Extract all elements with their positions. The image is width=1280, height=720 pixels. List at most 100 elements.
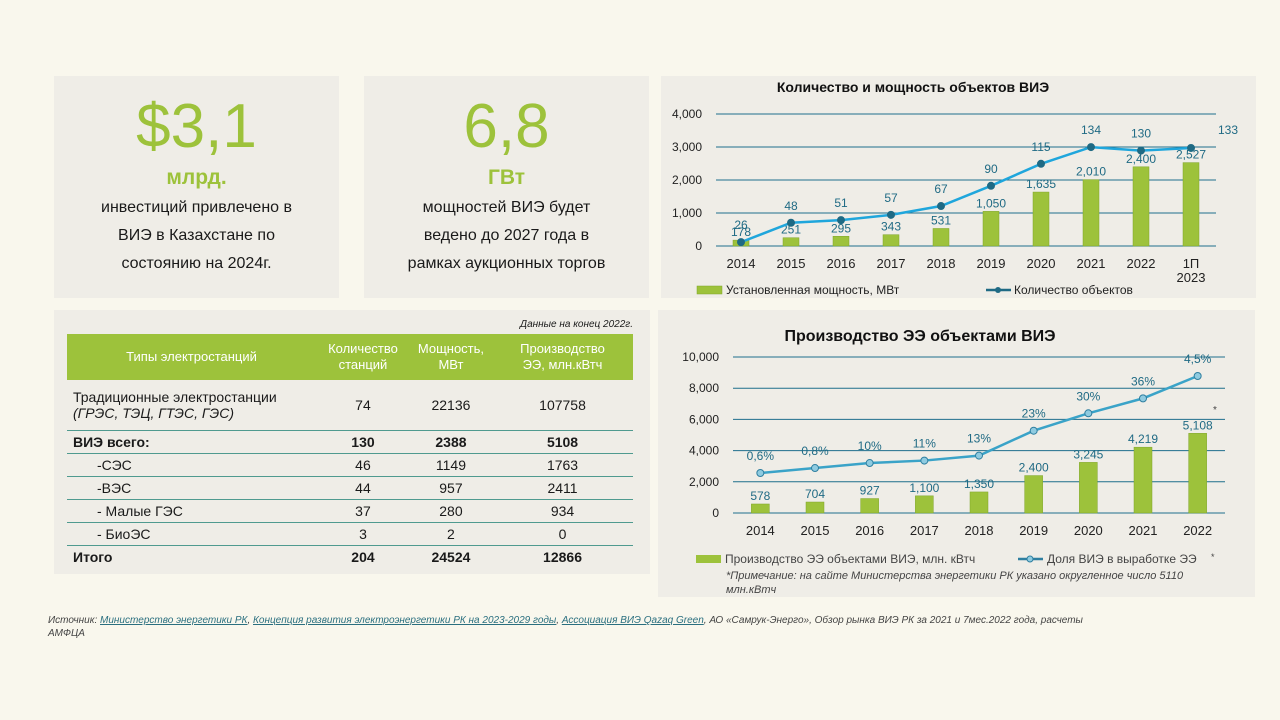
table-cell: 46 [316,453,410,477]
y-tick-label: 0 [712,506,719,520]
x-tick-label: 2016 [855,523,884,538]
bar-value-label: 3,245 [1073,447,1103,461]
line-value-label: 115 [1031,140,1050,154]
table-cell-name-main: Традиционные электростанции [73,389,277,405]
source-link-concept[interactable]: Концепция развития электроэнергетики РК … [253,615,557,626]
line-point [756,469,765,477]
line-point [1137,146,1145,155]
line-point [837,216,845,225]
table-cell-name: -СЭС [67,453,317,477]
line-value-label: 36% [1131,374,1155,388]
table-cell-name: Итого [73,549,113,565]
line-series [740,145,1192,244]
kpi-capacity-desc-line: мощностей ВИЭ будет [422,199,591,216]
table-header-cell: Мощность, МВт [409,334,493,380]
line-point [975,451,983,460]
table-cell: 3 [316,522,410,546]
bar-value-label: 343 [881,220,901,234]
table-cell: 280 [409,499,493,523]
kpi-investment-panel: $3,1 млрд. инвестиций привлечено в ВИЭ в… [54,76,339,298]
table-cell: 2411 [492,476,633,500]
legend-bar-label: Производство ЭЭ объектами ВИЭ, млн. кВтч [725,552,975,566]
line-value-label: 48 [784,199,798,213]
bar-value-label: 178 [731,225,751,239]
bar-value-label: 1,100 [909,481,939,495]
line-value-label: 30% [1076,389,1100,403]
x-tick-label: 2021 [1077,256,1106,271]
legend-line-label: Количество объектов [1014,283,1133,297]
bar [782,237,800,247]
x-tick-label: 2022 [1127,256,1156,271]
bar-value-label: 4,219 [1128,432,1158,446]
table-cell: 204 [351,549,375,565]
line-value-label: 4,5% [1184,352,1212,366]
kpi-investment-desc-line: инвестиций привлечено в [101,199,292,216]
line-point [787,218,795,227]
table-cell-name: -ВЭС [67,476,317,500]
line-point [811,464,819,473]
bar [915,495,934,514]
table-cell: 2 [409,522,493,546]
source-rest: , АО «Самрук-Энерго», Обзор рынка ВИЭ РК… [48,615,1083,639]
kpi-capacity-unit: ГВт [487,166,526,189]
table-row: - Малые ГЭС 37 280 934 [67,499,633,523]
line-point [920,456,929,465]
table-cell: 1763 [492,453,633,477]
y-tick-label: 1,000 [672,206,702,220]
table-cell-name: - БиоЭС [67,522,317,546]
bar-value-label: 2,527 [1176,148,1206,162]
line-point [887,210,895,219]
y-tick-label: 2,000 [689,475,719,489]
table-cell: 1149 [409,453,493,477]
table-cell: 2388 [409,430,493,454]
table-cell-name-sub: (ГРЭС, ТЭЦ, ГТЭС, ГЭС) [73,405,234,421]
x-tick-label: 2022 [1183,523,1212,538]
bar [1032,191,1050,247]
table-cell-name: Традиционные электростанции (ГРЭС, ТЭЦ, … [67,380,317,431]
legend-star: * [1211,552,1215,562]
line-point [1139,394,1147,403]
x-tick-label: 2017 [910,523,939,538]
x-tick-label: 1П [1183,256,1200,271]
table-cell: 0 [492,522,633,546]
source-separator: , [556,615,562,626]
table-row: -СЭС 46 1149 1763 [67,453,633,477]
chart-footnote: млн.кВтч [726,584,777,596]
kpi-capacity-panel: 6,8 ГВт мощностей ВИЭ будет ведено до 20… [364,76,649,298]
capacity-chart-panel [661,76,1256,298]
y-tick-label: 8,000 [689,381,719,395]
table-row: Итого 204 24524 12866 [67,546,633,569]
table-header-cell: Количество станций [316,334,410,380]
power-plants-table: Типы электростанций Количество станций М… [67,334,633,568]
table-row: Традиционные электростанции (ГРЭС, ТЭЦ, … [67,380,633,431]
chart-title: Производство ЭЭ объектами ВИЭ [784,328,1055,345]
bar-value-label: 2,400 [1126,152,1156,166]
legend-bar-swatch [696,555,721,563]
bar [1082,179,1100,247]
bar-value-label: 251 [781,223,801,237]
line-value-label: 57 [884,191,898,205]
table-cell: 24524 [431,549,471,565]
table-cell-name: - Малые ГЭС [67,499,317,523]
table-cell: 22136 [409,380,493,431]
line-value-label: 26 [734,218,748,232]
source-link-qazaq-green[interactable]: Ассоциация ВИЭ Qazaq Green [561,615,704,626]
line-value-label: 13% [967,432,991,446]
legend-line-dot [995,287,1001,293]
line-value-label: 90 [984,162,998,176]
bar-value-label: 1,050 [976,196,1006,210]
bar [860,498,879,514]
table-row: ВИЭ всего: 130 2388 5108 [67,430,633,454]
line-value-label: 0,6% [747,449,775,463]
line-value-label: 0,8% [801,444,829,458]
line-value-label: 23% [1022,407,1046,421]
source-link-ministry[interactable]: Министерство энергетики РК [100,615,248,626]
x-tick-label: 2014 [746,523,775,538]
line-value-label: 10% [858,439,882,453]
kpi-capacity-desc-line: рамках аукционных торгов [407,255,606,272]
y-tick-label: 6,000 [689,412,719,426]
line-value-label: 11% [913,437,936,451]
kpi-investment-desc: инвестиций привлечено в ВИЭ в Казахстане… [54,194,339,278]
table-header-cell: Типы электростанций [67,334,317,380]
legend-line-dot [1026,555,1034,563]
